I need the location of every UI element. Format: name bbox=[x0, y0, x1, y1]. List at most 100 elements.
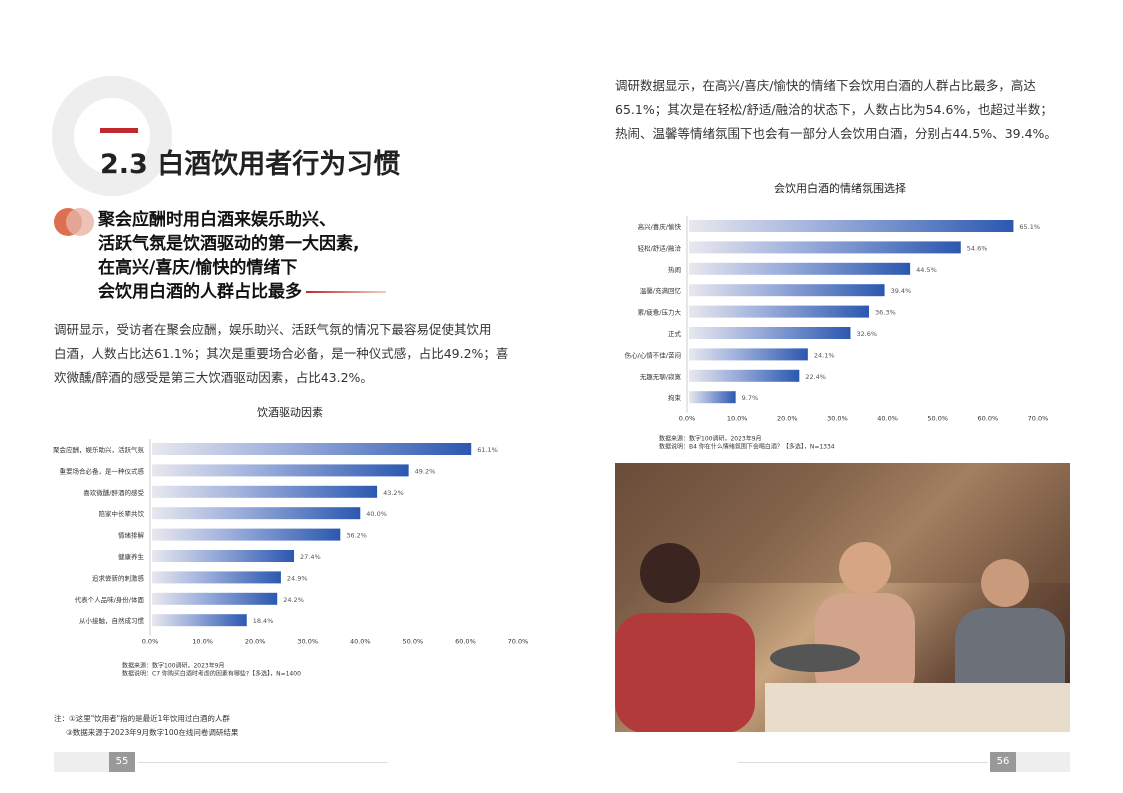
footnotes: 注：①这里"饮用者"指的是最近1年饮用过白酒的人群 ③数据来源于2023年9月数… bbox=[54, 712, 238, 740]
bar bbox=[689, 369, 800, 382]
value-label: 49.2% bbox=[415, 467, 436, 475]
bar bbox=[152, 443, 472, 455]
headline-underline bbox=[306, 291, 386, 293]
category-label: 喜欢微醺/醉酒的感受 bbox=[83, 488, 144, 497]
x-tick-label: 20.0% bbox=[245, 638, 266, 646]
value-label: 36.2% bbox=[346, 532, 367, 540]
bar bbox=[152, 550, 295, 562]
x-tick-label: 40.0% bbox=[350, 638, 371, 646]
value-label: 22.4% bbox=[805, 373, 826, 381]
bar bbox=[689, 348, 808, 361]
bar bbox=[152, 592, 278, 605]
category-label: 追求尝新的刺激感 bbox=[92, 573, 145, 582]
family-dinner-photo bbox=[615, 463, 1070, 732]
bar bbox=[689, 262, 911, 275]
bar bbox=[152, 507, 361, 520]
left-paragraph: 调研显示，受访者在聚会应酬，娱乐助兴、活跃气氛的情况下最容易促使其饮用 白酒，人… bbox=[54, 318, 554, 390]
para-line: 欢微醺/醉酒的感受是第三大饮酒驱动因素，占比43.2%。 bbox=[54, 370, 373, 385]
x-tick-label: 0.0% bbox=[679, 415, 696, 423]
x-tick-label: 20.0% bbox=[777, 415, 798, 423]
x-tick-label: 60.0% bbox=[978, 415, 999, 423]
value-label: 61.1% bbox=[477, 446, 498, 454]
chart-title: 饮酒驱动因素 bbox=[257, 406, 323, 419]
value-label: 32.6% bbox=[856, 330, 877, 338]
value-label: 36.3% bbox=[875, 309, 896, 317]
page-bar bbox=[54, 752, 109, 772]
headline-line: 在高兴/喜庆/愉快的情绪下 bbox=[98, 258, 298, 278]
para-line: 热闹、温馨等情绪氛围下也会有一部分人会饮用白酒，分别占44.5%、39.4%。 bbox=[615, 126, 1057, 141]
category-label: 热闹 bbox=[668, 265, 681, 274]
category-label: 累/疲惫/压力大 bbox=[638, 308, 682, 317]
headline: 聚会应酬时用白酒来娱乐助兴、 活跃气氛是饮酒驱动的第一大因素, 在高兴/喜庆/愉… bbox=[98, 208, 386, 304]
category-label: 重要场合必备，是一种仪式感 bbox=[60, 466, 145, 475]
value-label: 24.2% bbox=[283, 596, 304, 604]
para-line: 白酒，人数占比达61.1%；其次是重要场合必备，是一种仪式感，占比49.2%；喜 bbox=[54, 346, 509, 361]
headline-line: 会饮用白酒的人群占比最多 bbox=[98, 282, 302, 302]
x-tick-label: 30.0% bbox=[297, 638, 318, 646]
value-label: 24.1% bbox=[814, 351, 835, 359]
value-label: 65.1% bbox=[1019, 223, 1040, 231]
value-label: 39.4% bbox=[891, 287, 912, 295]
category-label: 无趣无聊/寂寞 bbox=[640, 372, 682, 381]
x-tick-label: 10.0% bbox=[192, 638, 213, 646]
x-tick-label: 60.0% bbox=[455, 638, 476, 646]
page-number: 55 bbox=[109, 752, 135, 772]
value-label: 54.6% bbox=[967, 244, 988, 252]
category-label: 从小接触，自然成习惯 bbox=[79, 616, 145, 625]
x-tick-label: 30.0% bbox=[827, 415, 848, 423]
chart-note: 数据说明：C7 你购买白酒时考虑的因素有哪些?【多选】，N=1400 bbox=[122, 670, 301, 678]
bar bbox=[689, 284, 885, 297]
category-label: 正式 bbox=[668, 329, 682, 338]
section-title: 2.3 白酒饮用者行为习惯 bbox=[100, 149, 401, 180]
chart-title: 会饮用白酒的情绪氛围选择 bbox=[774, 181, 906, 195]
chart-note: 数据来源：数字100调研，2023年9月 bbox=[122, 662, 225, 670]
category-label: 轻松/舒适/融洽 bbox=[638, 243, 682, 252]
x-tick-label: 70.0% bbox=[508, 638, 529, 646]
category-label: 代表个人品味/身份/体面 bbox=[75, 595, 145, 604]
x-tick-label: 50.0% bbox=[403, 638, 424, 646]
headline-line: 聚会应酬时用白酒来娱乐助兴、 bbox=[98, 210, 336, 230]
headline-line: 活跃气氛是饮酒驱动的第一大因素, bbox=[98, 234, 360, 254]
bar bbox=[152, 528, 341, 541]
value-label: 40.0% bbox=[366, 510, 387, 518]
page-bar bbox=[1016, 752, 1070, 772]
bar bbox=[152, 464, 409, 477]
bar bbox=[152, 614, 247, 627]
category-label: 高兴/喜庆/愉快 bbox=[638, 222, 682, 231]
footnote: ③数据来源于2023年9月数字100在线问卷调研结果 bbox=[66, 728, 239, 737]
bar bbox=[689, 220, 1014, 232]
para-line: 调研显示，受访者在聚会应酬，娱乐助兴、活跃气氛的情况下最容易促使其饮用 bbox=[54, 322, 492, 337]
footnote: 注：①这里"饮用者"指的是最近1年饮用过白酒的人群 bbox=[54, 714, 230, 723]
x-tick-label: 0.0% bbox=[142, 638, 159, 646]
value-label: 43.2% bbox=[383, 489, 404, 497]
title-accent-bar bbox=[100, 128, 138, 133]
x-tick-label: 70.0% bbox=[1028, 415, 1049, 423]
chart-drinking-drivers: 饮酒驱动因素聚会应酬，娱乐助兴，活跃气氛 61.1% 重要场合必备，是一种仪式感 49… bbox=[40, 400, 540, 680]
chart-note: 数据说明：B4 你在什么情绪氛围下会喝白酒？【多选】，N=1334 bbox=[659, 443, 835, 451]
x-tick-label: 40.0% bbox=[877, 415, 898, 423]
category-label: 拘束 bbox=[668, 393, 682, 402]
divider bbox=[738, 762, 988, 763]
headline-dots-icon bbox=[54, 208, 94, 236]
category-label: 健康养生 bbox=[118, 552, 145, 561]
x-tick-label: 10.0% bbox=[727, 415, 748, 423]
bar bbox=[152, 571, 281, 584]
category-label: 陪家中长辈共饮 bbox=[99, 509, 145, 518]
page-number: 56 bbox=[990, 752, 1016, 772]
category-label: 温馨/充满回忆 bbox=[640, 286, 682, 295]
category-label: 情绪排解 bbox=[118, 531, 145, 540]
para-line: 65.1%；其次是在轻松/舒适/融洽的状态下，人数占比为54.6%，也超过半数； bbox=[615, 102, 1053, 117]
category-label: 伤心/心情不佳/苦闷 bbox=[625, 350, 681, 359]
value-label: 9.7% bbox=[742, 394, 759, 402]
divider bbox=[138, 762, 388, 763]
bar bbox=[689, 327, 851, 339]
chart-emotion-atmosphere: 会饮用白酒的情绪氛围选择高兴/喜庆/愉快 65.1% 轻松/舒适/融洽 54.6% 热闹… bbox=[610, 178, 1070, 458]
right-paragraph: 调研数据显示，在高兴/喜庆/愉快的情绪下会饮用白酒的人群占比最多，高达 65.1… bbox=[615, 74, 1085, 146]
value-label: 18.4% bbox=[253, 617, 274, 625]
photo-illustration bbox=[615, 463, 1070, 732]
category-label: 聚会应酬，娱乐助兴，活跃气氛 bbox=[53, 445, 145, 454]
x-tick-label: 50.0% bbox=[927, 415, 948, 423]
chart-note: 数据来源：数字100调研，2023年9月 bbox=[659, 435, 762, 443]
value-label: 27.4% bbox=[300, 553, 321, 561]
